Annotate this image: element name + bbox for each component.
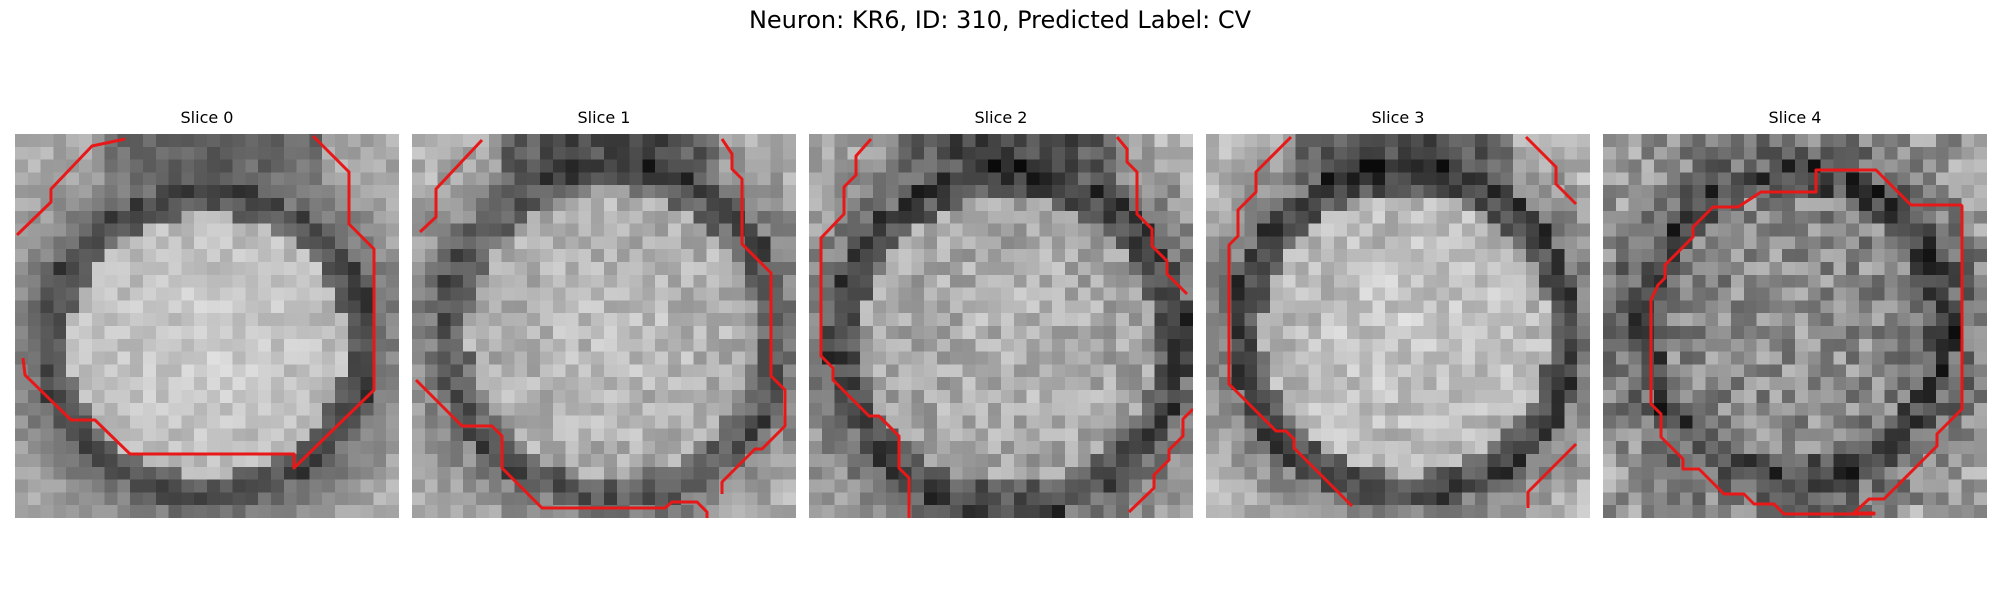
slice-panel-0: Slice 0 bbox=[15, 108, 399, 518]
figure-title: Neuron: KR6, ID: 310, Predicted Label: C… bbox=[748, 6, 1252, 34]
slice-panel-3: Slice 3 bbox=[1206, 108, 1590, 518]
slice-title-1: Slice 1 bbox=[577, 108, 631, 127]
segmentation-contour bbox=[1524, 135, 1578, 206]
segmentation-contour bbox=[1649, 168, 1964, 516]
segmentation-contour bbox=[414, 378, 709, 518]
slice-title-0: Slice 0 bbox=[180, 108, 234, 127]
pixel-grid bbox=[809, 134, 1193, 518]
slice-panel-1: Slice 1 bbox=[412, 108, 796, 518]
segmentation-contour bbox=[819, 138, 911, 518]
pixel-grid bbox=[15, 134, 399, 518]
slice-image-3 bbox=[1206, 134, 1590, 518]
pixel-grid bbox=[412, 134, 796, 518]
slice-image-0 bbox=[15, 134, 399, 518]
pixel-grid bbox=[1206, 134, 1590, 518]
slice-title-3: Slice 3 bbox=[1371, 108, 1425, 127]
slice-title-4: Slice 4 bbox=[1768, 108, 1822, 127]
slice-image-2 bbox=[809, 134, 1193, 518]
segmentation-contour bbox=[1127, 407, 1193, 514]
slice-panel-4: Slice 4 bbox=[1603, 108, 1987, 518]
slice-panel-2: Slice 2 bbox=[809, 108, 1193, 518]
segmentation-contour bbox=[15, 137, 126, 237]
segmentation-contour bbox=[720, 138, 787, 494]
slice-title-2: Slice 2 bbox=[974, 108, 1028, 127]
segmentation-contour bbox=[418, 138, 484, 234]
segmentation-contour bbox=[21, 134, 376, 470]
segmentation-contour bbox=[1526, 442, 1578, 508]
slice-image-1 bbox=[412, 134, 796, 518]
slice-image-4 bbox=[1603, 134, 1987, 518]
segmentation-contour bbox=[1227, 135, 1354, 508]
segmentation-contour bbox=[1115, 136, 1189, 296]
pixel-grid bbox=[1603, 134, 1987, 518]
